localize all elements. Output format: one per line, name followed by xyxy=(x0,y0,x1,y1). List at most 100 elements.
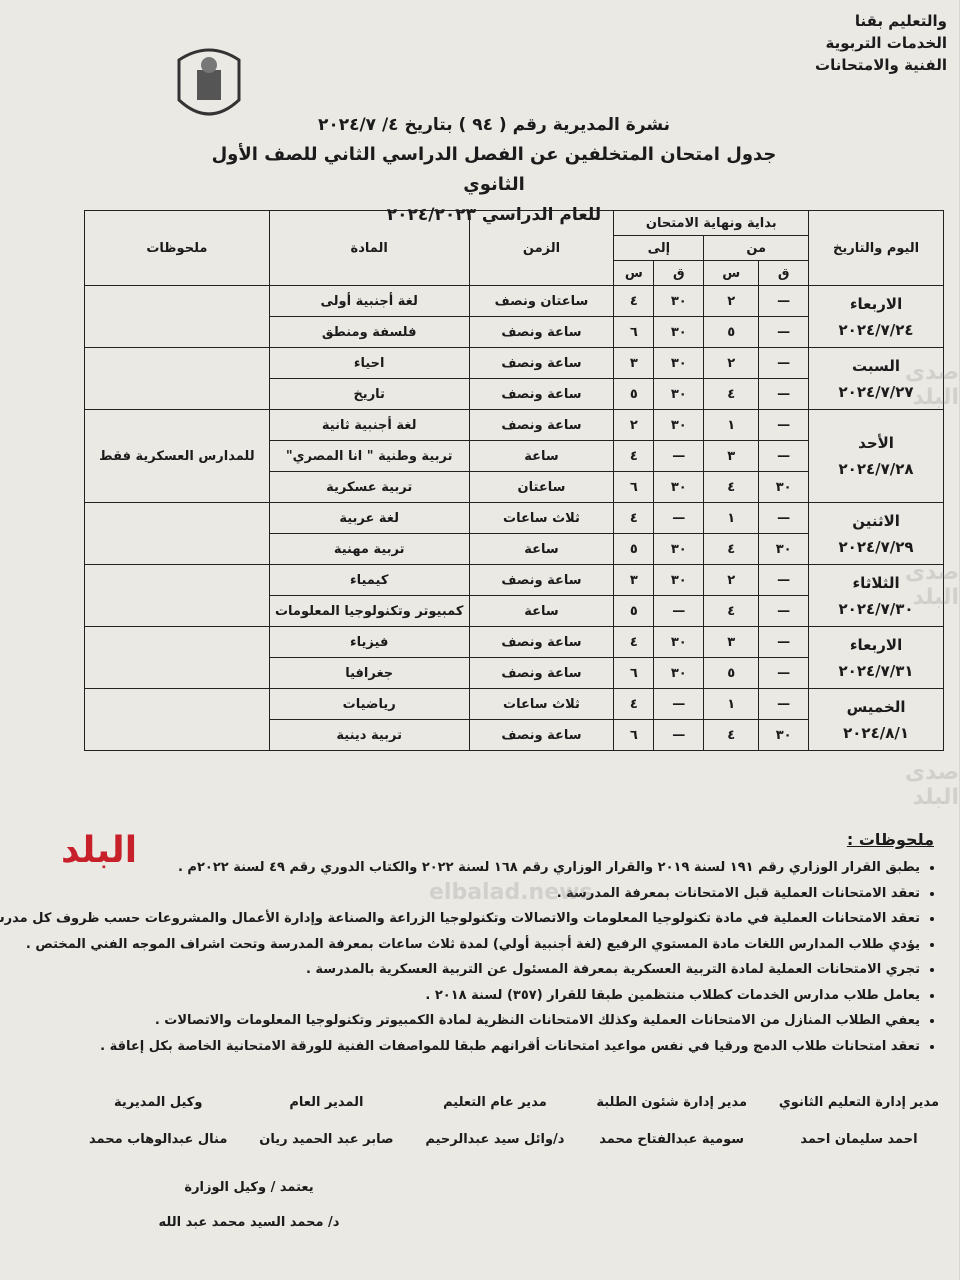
header-cell: الزمن xyxy=(469,210,616,286)
table-cell: — xyxy=(759,595,811,627)
table-cell: فلسفة ومنطق xyxy=(269,316,471,348)
signature: مدير إدارة التعليم الثانوي احمد سليمان اح… xyxy=(780,1095,940,1147)
table-row: ٣٠ ٤—٦ ساعة ونصف تربية دينية xyxy=(86,719,945,751)
day-name: الخميس xyxy=(847,697,907,716)
note-cell xyxy=(85,626,271,689)
table-cell: ساعة ونصف xyxy=(469,626,616,658)
table-cell: — xyxy=(759,285,811,317)
table-cell: تربية عسكرية xyxy=(269,471,471,503)
notes-list: يطبق القرار الوزاري رقم ١٩١ لسنة ٢٠١٩ وا… xyxy=(0,855,935,1060)
table-cell: ٢ xyxy=(704,285,761,317)
header-cell: اليوم والتاريخ xyxy=(809,210,945,286)
signature-title: مدير إدارة التعليم الثانوي xyxy=(779,1095,940,1110)
ministry-line: الفنية والامتحانات xyxy=(816,56,948,74)
table-cell: كمبيوتر وتكنولوجيا المعلومات xyxy=(269,595,471,627)
table-cell: ساعتان xyxy=(469,471,616,503)
table-cell: لغة أجنبية ثانية xyxy=(269,409,471,441)
table-row: الخميس ٢٠٢٤/٨/١—١—٤ ثلاث ساعات رياضيات xyxy=(85,688,945,751)
note-item: تعقد الامتحانات العملية قبل الامتحانات ب… xyxy=(55,881,921,907)
table-cell: تاريخ xyxy=(269,378,471,410)
table-cell: — xyxy=(654,440,706,472)
day-name: الأحد xyxy=(859,434,895,452)
note-item: تعقد امتحانات طلاب الدمج ورقيا في نفس مو… xyxy=(55,1034,921,1060)
day-cell: الأحد ٢٠٢٤/٧/٢٨ xyxy=(809,409,945,503)
note-cell xyxy=(85,502,271,565)
signature: مدير إدارة شئون الطلبة سومية عبدالفتاح مح… xyxy=(597,1095,748,1147)
table-row: —٤ ٣٠ ٥ ساعة ونصف تاريخ xyxy=(86,378,945,410)
notes: ملحوظات : يطبق القرار الوزاري رقم ١٩١ لس… xyxy=(0,830,935,1060)
table-cell: ساعة ونصف xyxy=(469,316,616,348)
day-date: ٢٠٢٤/٧/٣٠ xyxy=(839,599,915,618)
day-date: ٢٠٢٤/٨/١ xyxy=(844,723,910,742)
table-cell: ٣ xyxy=(704,440,761,472)
table-cell: ٥ xyxy=(614,595,656,627)
note-item: يؤدي طلاب المدارس اللغات مادة المستوي ال… xyxy=(27,932,921,958)
table-cell: ساعة ونصف xyxy=(469,564,616,596)
table-cell: تربية مهنية xyxy=(269,533,471,565)
table-cell: ساعة ونصف xyxy=(469,409,616,441)
table-cell: — xyxy=(759,440,811,472)
table-cell: احياء xyxy=(269,347,471,379)
table-row: —٤—٥ ساعة كمبيوتر وتكنولوجيا المعلومات xyxy=(86,595,945,627)
header-cell: ق xyxy=(654,260,706,286)
table-cell: رياضيات xyxy=(269,688,471,720)
table-row: —٥ ٣٠ ٦ ساعة ونصف جغرافيا xyxy=(86,657,945,689)
table-cell: ٤ xyxy=(614,440,656,472)
day-name: الثلاثاء xyxy=(853,573,901,592)
note-cell xyxy=(85,688,271,751)
table-cell: ٣٠ xyxy=(654,347,706,379)
table-cell: ساعة ونصف xyxy=(469,347,616,379)
table-row: ٣٠ ٤ ٣٠ ٦ ساعتان تربية عسكرية xyxy=(86,471,945,503)
table-cell: — xyxy=(654,502,706,534)
header-cell: ق xyxy=(759,260,811,286)
table-cell: ٦ xyxy=(614,471,656,503)
day-cell: الاثنين ٢٠٢٤/٧/٢٩ xyxy=(809,502,945,565)
table-cell: — xyxy=(654,595,706,627)
table-cell: — xyxy=(759,657,811,689)
table-cell: — xyxy=(759,688,811,720)
header-cell: ملحوظات xyxy=(85,210,271,286)
table-cell: — xyxy=(759,626,811,658)
table-cell: ١ xyxy=(704,502,761,534)
day-cell: السبت ٢٠٢٤/٧/٢٧ xyxy=(809,347,945,410)
table-cell: — xyxy=(759,564,811,596)
signature-name: احمد سليمان احمد xyxy=(801,1132,919,1147)
table-cell: ٣٠ xyxy=(654,471,706,503)
signature-name: سومية عبدالفتاح محمد xyxy=(600,1132,746,1147)
table-cell: ٦ xyxy=(614,316,656,348)
note-cell: للمدارس العسكرية فقط xyxy=(85,409,271,503)
table-cell: كيمياء xyxy=(269,564,471,596)
seal xyxy=(178,48,242,116)
table-cell: — xyxy=(654,719,706,751)
signature-title: مدير عام التعليم xyxy=(444,1095,548,1110)
day-date: ٢٠٢٤/٧/٢٧ xyxy=(839,382,915,401)
day-cell: الاربعاء ٢٠٢٤/٧/٣١ xyxy=(809,626,945,689)
approval: يعتمد / وكيل الوزارة د/ محمد السيد محمد … xyxy=(150,1180,350,1230)
table-cell: ٤ xyxy=(614,688,656,720)
table-cell: ٤ xyxy=(614,285,656,317)
signature-title: وكيل المديرية xyxy=(115,1095,204,1110)
notes-heading: ملحوظات : xyxy=(847,830,935,849)
table-cell: ٦ xyxy=(614,657,656,689)
table-cell: ٥ xyxy=(614,378,656,410)
table-cell: ٤ xyxy=(614,626,656,658)
day-name: الاربعاء xyxy=(850,294,904,313)
title: جدول امتحان المتخلفين عن الفصل الدراسي ا… xyxy=(212,144,778,195)
signature: المدير العام صابر عبد الحميد ريان xyxy=(260,1095,394,1147)
table-cell: ٦ xyxy=(614,719,656,751)
table-cell: ٤ xyxy=(704,471,761,503)
day-cell: الاربعاء ٢٠٢٤/٧/٢٤ xyxy=(809,285,945,348)
table-cell: لغة عربية xyxy=(269,502,471,534)
table-cell: ٣٠ xyxy=(654,285,706,317)
logo-text: البلد xyxy=(62,830,139,871)
schedule-table: اليوم والتاريخ بداية ونهاية الامتحان الز… xyxy=(85,210,945,751)
day-name: الاثنين xyxy=(853,511,901,530)
table-cell: ثلاث ساعات xyxy=(469,502,616,534)
header-cell: من xyxy=(704,235,811,261)
table-cell: ٣٠ xyxy=(654,409,706,441)
table-cell: ساعة ونصف xyxy=(469,378,616,410)
signature-name: صابر عبد الحميد ريان xyxy=(260,1132,395,1147)
